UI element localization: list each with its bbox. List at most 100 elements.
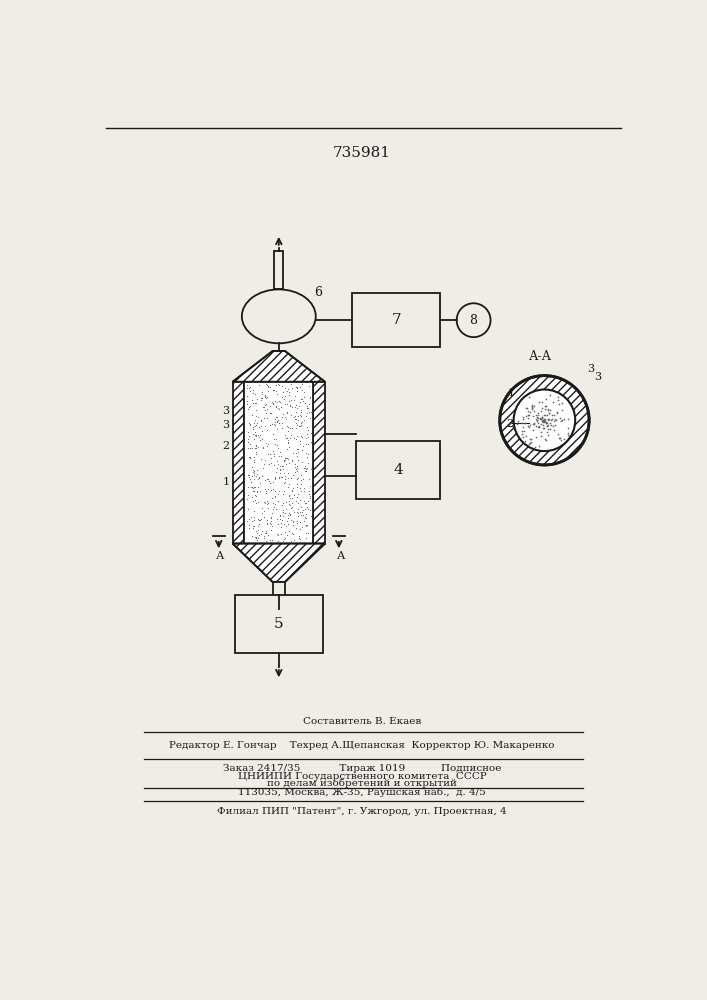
Point — [264, 417, 276, 433]
Point — [247, 395, 259, 411]
Point — [291, 379, 302, 395]
Point — [291, 461, 302, 477]
Point — [275, 515, 286, 531]
Point — [248, 452, 259, 468]
Point — [300, 495, 311, 511]
Point — [270, 483, 281, 499]
Point — [286, 376, 297, 392]
Point — [246, 468, 257, 484]
Point — [548, 407, 559, 423]
Point — [539, 398, 550, 414]
Point — [298, 513, 309, 529]
Point — [273, 456, 284, 472]
Point — [290, 456, 301, 472]
Point — [300, 518, 311, 534]
Point — [296, 499, 307, 515]
Point — [299, 483, 310, 499]
Point — [294, 492, 305, 508]
Point — [539, 431, 550, 447]
Point — [271, 421, 283, 437]
Point — [263, 471, 274, 487]
Point — [296, 404, 307, 420]
Bar — [233, 382, 244, 544]
Point — [261, 410, 272, 426]
Point — [269, 393, 280, 409]
Point — [247, 480, 258, 496]
Point — [298, 493, 310, 509]
Point — [253, 516, 264, 532]
Point — [303, 471, 315, 487]
Point — [265, 532, 276, 548]
Point — [562, 420, 573, 436]
Point — [279, 516, 290, 532]
Point — [279, 391, 290, 407]
Point — [531, 412, 542, 428]
Point — [296, 382, 308, 398]
Point — [279, 380, 291, 396]
Point — [250, 468, 262, 484]
Point — [296, 415, 307, 431]
Point — [562, 411, 573, 427]
Point — [283, 488, 294, 504]
Point — [520, 428, 532, 444]
Point — [297, 502, 308, 518]
Point — [551, 412, 562, 428]
Point — [279, 452, 290, 468]
Point — [293, 412, 304, 428]
Point — [525, 404, 536, 420]
Point — [548, 418, 559, 434]
Point — [286, 420, 297, 436]
Point — [250, 530, 262, 546]
Point — [532, 409, 543, 425]
Point — [303, 501, 314, 517]
Text: 735981: 735981 — [333, 146, 391, 160]
Point — [302, 426, 313, 442]
Point — [292, 495, 303, 511]
Point — [537, 413, 549, 429]
Point — [279, 427, 291, 443]
Point — [244, 383, 255, 399]
Point — [527, 408, 538, 424]
Point — [298, 507, 309, 523]
Point — [260, 525, 271, 541]
Point — [293, 398, 304, 414]
Point — [274, 470, 285, 486]
Point — [280, 505, 291, 521]
Point — [281, 405, 293, 421]
Point — [301, 405, 312, 421]
Point — [276, 420, 288, 436]
Point — [282, 435, 293, 451]
Point — [528, 416, 539, 432]
Text: Заказ 2417/35            Тираж 1019           Подписное: Заказ 2417/35 Тираж 1019 Подписное — [223, 764, 501, 773]
Point — [254, 427, 265, 443]
Point — [279, 452, 291, 468]
Point — [279, 531, 290, 547]
Bar — [235, 595, 323, 653]
Point — [244, 450, 255, 466]
Point — [251, 488, 262, 504]
Point — [260, 483, 271, 499]
Point — [555, 413, 566, 429]
Point — [269, 382, 280, 398]
Point — [271, 431, 282, 447]
Point — [261, 512, 272, 528]
Point — [269, 414, 281, 430]
Point — [249, 418, 260, 434]
Point — [522, 403, 534, 419]
Point — [276, 389, 288, 405]
Point — [274, 462, 286, 478]
Point — [274, 401, 285, 417]
Point — [288, 504, 299, 520]
Point — [544, 405, 555, 421]
Point — [301, 398, 312, 414]
Text: 2: 2 — [223, 441, 230, 451]
Point — [526, 400, 537, 416]
Point — [244, 471, 255, 487]
Point — [262, 527, 273, 543]
Point — [303, 404, 315, 420]
Point — [520, 408, 532, 424]
Point — [243, 467, 255, 483]
Polygon shape — [233, 544, 325, 582]
Point — [544, 421, 555, 437]
Point — [273, 415, 284, 431]
